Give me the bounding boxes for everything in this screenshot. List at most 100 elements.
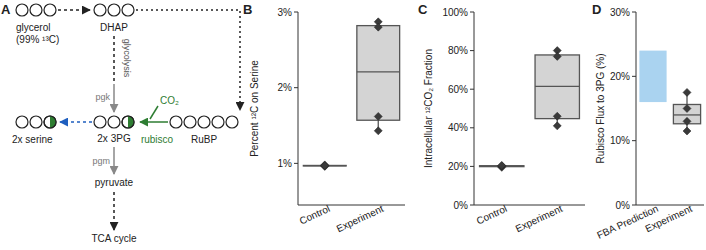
y-axis: [636, 12, 637, 205]
y-tick-label: 1%: [278, 158, 293, 169]
node-label: TCA cycle: [91, 233, 136, 244]
arrow: [150, 106, 158, 119]
box: [357, 26, 400, 121]
arrow: [113, 36, 115, 82]
carbon-atom-outline: [122, 116, 134, 128]
carbon-atom-labeled: [128, 116, 134, 128]
axis-title: Rubisco Flux to 3PG (%): [595, 53, 606, 163]
arrow: [113, 192, 115, 230]
data-point: [374, 23, 382, 31]
x-axis: [298, 205, 405, 206]
y-tick-label: 80%: [448, 45, 468, 56]
edge-label: pgm: [92, 156, 110, 166]
y-tick-label: 0%: [616, 200, 631, 211]
panel: DRubisco Flux to 3PG (%)0%10%20%30%FBA P…: [592, 2, 704, 241]
arrow: [113, 147, 115, 174]
data-point: [553, 112, 561, 120]
y-axis: [474, 12, 475, 205]
arrow: [60, 121, 92, 123]
y-tick: [470, 12, 474, 13]
y-tick: [632, 12, 636, 13]
node-label: 2x serine: [12, 134, 53, 145]
carbon-atom: [122, 4, 134, 16]
panel-label: D: [592, 2, 601, 17]
data-point: [374, 112, 382, 120]
carbon-atom: [122, 116, 134, 128]
carbon-atom: [94, 116, 106, 128]
arrow: [113, 84, 115, 112]
x-tick-label: Control: [475, 203, 509, 227]
x-tick-label: Control: [298, 203, 332, 227]
panel-label: B: [243, 2, 252, 17]
node-note: (99% ¹³C): [16, 34, 59, 45]
median: [357, 71, 400, 72]
y-tick-label: 3%: [278, 7, 293, 18]
carbon-atom: [226, 116, 238, 128]
carbon-atom: [16, 116, 28, 128]
data-point: [498, 162, 506, 170]
median: [535, 86, 579, 87]
y-tick: [470, 50, 474, 51]
edge-label: rubisco: [141, 134, 174, 145]
marks: [480, 47, 580, 172]
y-tick: [294, 87, 298, 88]
carbon-atom: [198, 116, 210, 128]
data-point: [498, 161, 506, 169]
carbon-atom: [184, 116, 196, 128]
y-tick: [632, 140, 636, 141]
axis-title: Intracellular ¹²CO₂ Fraction: [423, 49, 434, 168]
carbon-atom: [16, 4, 28, 16]
y-tick: [470, 166, 474, 167]
y-tick-label: 30%: [610, 7, 630, 18]
panel: B Percent ¹²C on Serine 1% 2% 3% ControlExper…: [243, 2, 405, 234]
y-tick-label: 40%: [448, 122, 468, 133]
y-tick-label: 100%: [442, 7, 468, 18]
y-tick-label: 2%: [278, 82, 293, 93]
arrow: [58, 9, 90, 11]
panel-label: C: [418, 2, 428, 17]
y-tick-label: 10%: [610, 135, 630, 146]
panel-label: A: [1, 2, 11, 17]
carbon-atom-outline: [44, 116, 56, 128]
y-tick: [470, 127, 474, 128]
edge-label: glycolysis: [122, 39, 132, 78]
y-tick: [632, 205, 636, 206]
carbon-atom-labeled: [50, 116, 56, 128]
carbon-atom: [170, 116, 182, 128]
median: [673, 114, 700, 115]
node-label: DHAP: [100, 22, 128, 33]
y-tick-label: 0%: [454, 200, 469, 211]
x-tick-label: Experiment: [335, 203, 386, 234]
carbon-atom: [212, 116, 224, 128]
y-tick-label: 20%: [610, 71, 630, 82]
data-point: [498, 162, 506, 170]
axis-title: Percent ¹²C on Serine: [249, 60, 260, 157]
data-point: [321, 162, 329, 170]
data-point: [321, 161, 329, 169]
data-point: [683, 88, 691, 96]
x-tick-label: Experiment: [514, 203, 565, 234]
data-point: [683, 105, 691, 113]
marks: [303, 18, 399, 171]
node-label: pyruvate: [95, 177, 134, 188]
data-point: [683, 127, 691, 135]
y-tick: [294, 12, 298, 13]
box: [535, 55, 579, 119]
data-point: [553, 122, 561, 130]
node-label: glycerol: [16, 22, 50, 33]
marks: [639, 51, 700, 135]
y-tick-label: 20%: [448, 161, 468, 172]
x-axis: [636, 205, 704, 206]
x-axis: [474, 205, 585, 206]
carbon-atom: [94, 4, 106, 16]
node-label: 2x 3PG: [97, 133, 131, 144]
node-label: RuBP: [191, 134, 217, 145]
carbon-atom: [44, 116, 56, 128]
y-tick: [294, 163, 298, 164]
y-tick: [470, 89, 474, 90]
data-point: [321, 162, 329, 170]
carbon-atom: [30, 116, 42, 128]
carbon-atom: [44, 4, 56, 16]
carbon-atom: [108, 4, 120, 16]
panel: CIntracellular ¹²CO₂ Fraction0%20%40%60%…: [418, 2, 585, 234]
